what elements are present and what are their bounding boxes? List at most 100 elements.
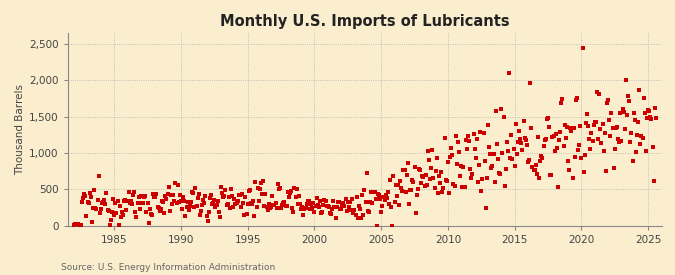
- Point: [450, 134, 461, 138]
- Point: [458, 165, 469, 169]
- Point: [105, 218, 116, 222]
- Point: [428, 176, 439, 181]
- Point: [556, 101, 567, 105]
- Point: [130, 209, 141, 214]
- Point: [275, 206, 286, 210]
- Point: [599, 131, 610, 136]
- Point: [437, 190, 448, 194]
- Point: [364, 200, 375, 204]
- Point: [528, 168, 539, 172]
- Point: [89, 188, 100, 192]
- Point: [153, 206, 164, 210]
- Point: [625, 139, 636, 144]
- Point: [207, 202, 217, 206]
- Point: [352, 216, 363, 221]
- Point: [192, 196, 203, 200]
- Point: [371, 223, 382, 228]
- Point: [78, 196, 88, 200]
- Point: [124, 201, 135, 205]
- Point: [591, 90, 602, 94]
- Point: [438, 185, 449, 190]
- Point: [357, 193, 368, 197]
- Point: [351, 195, 362, 200]
- Point: [380, 193, 391, 197]
- Point: [562, 125, 572, 130]
- Point: [237, 192, 248, 197]
- Point: [347, 197, 358, 202]
- Point: [128, 192, 138, 197]
- Point: [146, 211, 157, 216]
- Point: [86, 220, 97, 224]
- Point: [205, 196, 215, 200]
- Point: [157, 199, 167, 203]
- Point: [533, 135, 543, 139]
- Point: [486, 165, 497, 170]
- Point: [647, 145, 658, 149]
- Point: [424, 158, 435, 162]
- Point: [318, 203, 329, 207]
- Point: [221, 203, 232, 207]
- Point: [613, 136, 624, 141]
- Point: [632, 120, 643, 124]
- Point: [616, 139, 627, 143]
- Point: [266, 205, 277, 209]
- Point: [165, 193, 176, 197]
- Point: [634, 87, 645, 92]
- Point: [598, 148, 609, 153]
- Point: [181, 205, 192, 209]
- Point: [557, 97, 568, 101]
- Point: [208, 200, 219, 205]
- Point: [253, 199, 264, 203]
- Point: [141, 209, 152, 214]
- Point: [229, 197, 240, 201]
- Point: [447, 153, 458, 157]
- Point: [121, 208, 132, 213]
- Point: [142, 201, 153, 206]
- Point: [188, 191, 198, 196]
- Point: [481, 205, 491, 210]
- Point: [595, 127, 605, 131]
- Point: [551, 146, 562, 150]
- Point: [398, 168, 409, 172]
- Point: [184, 204, 195, 208]
- Point: [500, 167, 511, 171]
- Point: [629, 117, 640, 122]
- Point: [430, 169, 441, 174]
- Point: [88, 206, 99, 210]
- Point: [469, 147, 480, 152]
- Point: [329, 204, 340, 209]
- Point: [285, 191, 296, 195]
- Point: [564, 168, 574, 172]
- Point: [282, 190, 293, 194]
- Point: [190, 186, 201, 190]
- Point: [445, 155, 456, 159]
- Point: [593, 137, 603, 142]
- Point: [547, 135, 558, 139]
- Point: [108, 197, 119, 201]
- Point: [321, 204, 332, 208]
- Point: [273, 187, 284, 191]
- Point: [622, 113, 632, 118]
- Point: [136, 201, 147, 206]
- Point: [294, 202, 305, 206]
- Point: [260, 191, 271, 196]
- Point: [607, 126, 618, 131]
- Point: [309, 210, 320, 214]
- Point: [612, 124, 622, 129]
- Point: [479, 159, 490, 163]
- Point: [489, 180, 500, 185]
- Point: [639, 111, 650, 115]
- Point: [202, 219, 213, 223]
- Point: [466, 176, 477, 180]
- Point: [167, 202, 178, 206]
- Point: [354, 204, 364, 208]
- Point: [493, 157, 504, 161]
- Point: [364, 210, 375, 214]
- Point: [298, 213, 308, 217]
- Point: [412, 187, 423, 191]
- Point: [510, 122, 521, 126]
- Point: [632, 133, 643, 137]
- Point: [405, 188, 416, 193]
- Point: [585, 147, 596, 151]
- Point: [139, 195, 150, 200]
